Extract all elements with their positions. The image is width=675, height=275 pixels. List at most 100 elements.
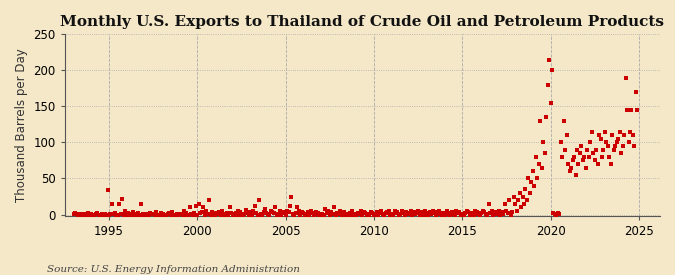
Point xyxy=(209,212,220,217)
Point xyxy=(380,211,391,215)
Point xyxy=(97,211,107,216)
Point xyxy=(74,211,85,216)
Point xyxy=(184,205,195,210)
Point xyxy=(157,212,167,217)
Point xyxy=(232,212,242,217)
Point xyxy=(560,147,570,152)
Point xyxy=(118,212,129,217)
Point xyxy=(342,211,353,216)
Point xyxy=(244,212,254,217)
Point xyxy=(219,212,230,217)
Point xyxy=(386,211,397,216)
Point xyxy=(355,209,366,213)
Point xyxy=(412,209,423,213)
Point xyxy=(567,158,578,163)
Point xyxy=(145,211,156,215)
Point xyxy=(240,208,251,212)
Point xyxy=(445,212,456,217)
Point xyxy=(532,176,543,181)
Point xyxy=(624,130,635,134)
Point xyxy=(190,204,201,208)
Point xyxy=(295,212,306,217)
Point xyxy=(394,212,404,217)
Point xyxy=(213,211,223,216)
Point xyxy=(336,212,347,217)
Point xyxy=(311,210,322,214)
Point xyxy=(476,211,487,215)
Point xyxy=(273,211,284,216)
Point xyxy=(435,211,446,216)
Point xyxy=(103,212,114,217)
Point xyxy=(535,119,545,123)
Point xyxy=(473,211,484,216)
Point xyxy=(313,211,323,215)
Point xyxy=(215,212,226,217)
Point xyxy=(154,212,165,217)
Point xyxy=(495,212,506,217)
Point xyxy=(151,210,161,214)
Point xyxy=(122,212,132,217)
Point xyxy=(76,212,86,217)
Point xyxy=(182,212,192,217)
Point xyxy=(387,212,398,217)
Point xyxy=(576,144,587,148)
Point xyxy=(331,211,342,215)
Point xyxy=(204,198,215,202)
Point xyxy=(491,211,502,216)
Point xyxy=(261,211,272,215)
Point xyxy=(607,133,618,138)
Point xyxy=(233,209,244,213)
Point xyxy=(319,212,329,217)
Point xyxy=(163,211,173,216)
Point xyxy=(630,90,641,94)
Point xyxy=(450,212,460,217)
Point xyxy=(572,147,583,152)
Point xyxy=(456,212,466,217)
Point xyxy=(129,211,140,216)
Point xyxy=(549,211,560,216)
Point xyxy=(330,212,341,217)
Point xyxy=(72,211,82,216)
Point xyxy=(308,212,319,217)
Point xyxy=(614,130,625,134)
Point xyxy=(517,194,528,199)
Point xyxy=(516,205,526,210)
Point xyxy=(514,191,525,195)
Point xyxy=(270,205,281,210)
Point xyxy=(225,211,236,215)
Point xyxy=(220,211,231,216)
Point xyxy=(248,209,259,213)
Point xyxy=(375,211,385,215)
Point xyxy=(391,211,402,215)
Point xyxy=(177,212,188,217)
Point xyxy=(376,209,387,213)
Point xyxy=(111,212,122,217)
Point xyxy=(341,212,352,217)
Point xyxy=(543,57,554,62)
Point xyxy=(214,210,225,214)
Point xyxy=(320,207,331,211)
Point xyxy=(83,211,94,215)
Point xyxy=(477,209,488,213)
Point xyxy=(371,210,382,214)
Point xyxy=(288,211,298,216)
Point xyxy=(254,198,265,202)
Point xyxy=(339,210,350,214)
Point xyxy=(377,211,388,216)
Point xyxy=(439,212,450,217)
Point xyxy=(325,212,335,217)
Point xyxy=(410,211,421,216)
Point xyxy=(441,211,452,216)
Point xyxy=(379,212,389,217)
Point xyxy=(323,209,333,213)
Point xyxy=(591,147,601,152)
Point xyxy=(164,211,175,215)
Point xyxy=(314,212,325,217)
Point xyxy=(632,108,643,112)
Point xyxy=(385,212,396,217)
Point xyxy=(464,212,475,217)
Point xyxy=(114,202,125,207)
Point xyxy=(468,212,479,217)
Point xyxy=(481,211,491,216)
Point xyxy=(579,155,590,159)
